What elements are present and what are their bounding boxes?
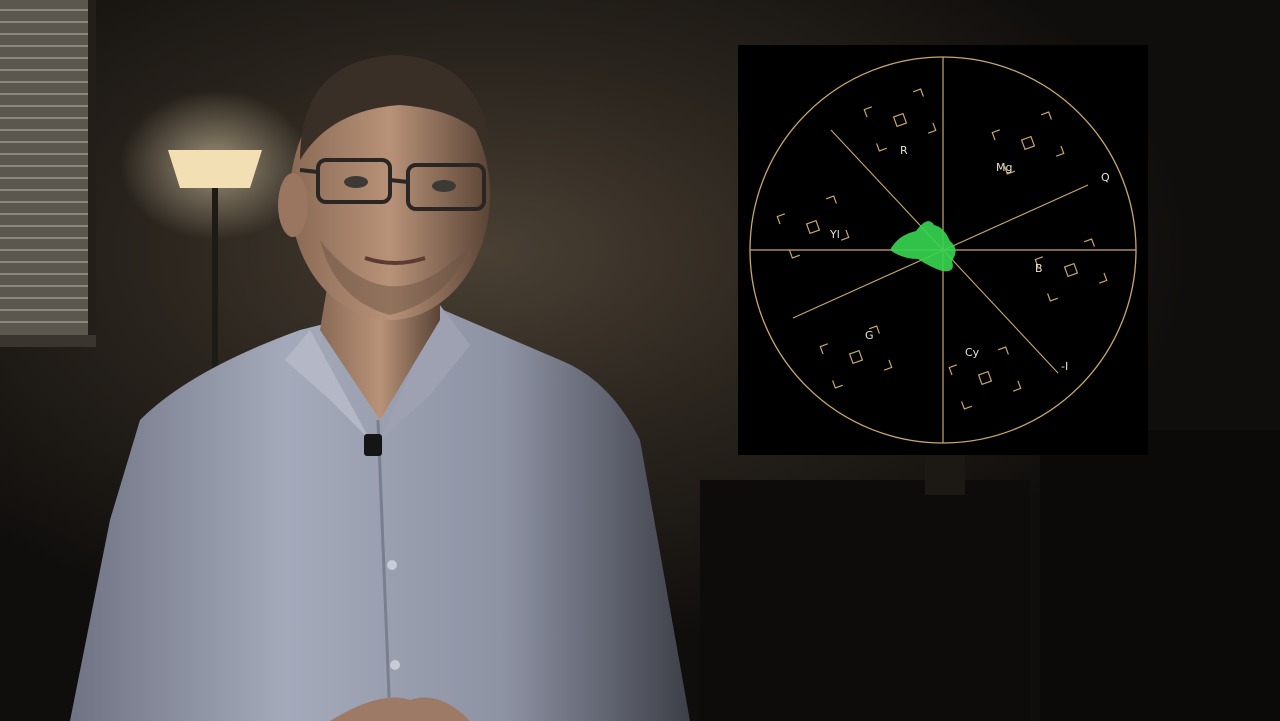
vectorscope-overlay: R Mg Q Yl B G Cy -I [738, 45, 1148, 455]
target-r-inner [892, 112, 908, 128]
floor-lamp [120, 90, 310, 448]
target-g-brackets [819, 325, 893, 389]
scope-trace [890, 221, 956, 272]
label-r: R [900, 144, 908, 157]
label-yl: Yl [830, 228, 840, 241]
target-mg-brackets [991, 111, 1065, 175]
target-yl-brackets [776, 195, 850, 259]
target-r-brackets [863, 88, 937, 152]
window-blinds [0, 0, 96, 347]
target-cy-brackets [948, 346, 1022, 410]
presenter [70, 55, 690, 721]
target-b-brackets [1034, 238, 1108, 302]
label-g: G [865, 329, 874, 342]
label-minus-i: -I [1061, 360, 1069, 373]
label-cy: Cy [965, 346, 980, 359]
label-q: Q [1101, 171, 1110, 184]
target-mg-inner [1020, 135, 1036, 151]
vectorscope-graticule [749, 56, 1137, 444]
label-mg: Mg [996, 161, 1013, 174]
label-b: B [1035, 262, 1043, 275]
target-cy-inner [977, 370, 993, 386]
target-yl-inner [805, 219, 821, 235]
target-b-inner [1063, 262, 1079, 278]
target-g-inner [848, 349, 864, 365]
